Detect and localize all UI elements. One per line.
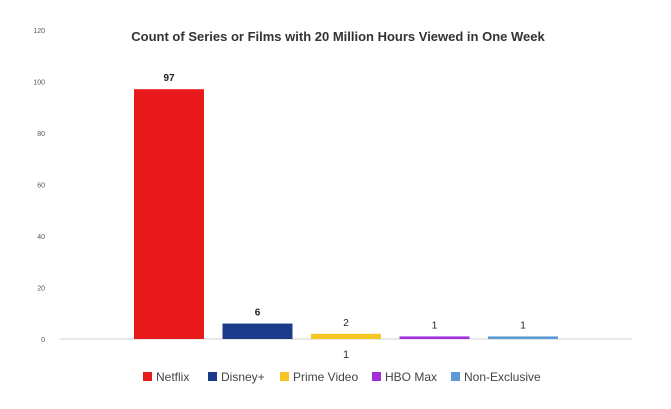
legend: Netflix Disney+ Prime Video HBO Max Non-Excl…: [143, 370, 541, 384]
legend-swatch: [143, 372, 152, 381]
bar-netflix: [134, 89, 204, 339]
legend-swatch: [208, 372, 217, 381]
legend-label: HBO Max: [385, 370, 437, 384]
data-label: 1: [520, 320, 526, 331]
y-tick-label: 20: [37, 286, 45, 293]
legend-swatch: [280, 372, 289, 381]
chart-title: Count of Series or Films with 20 Million…: [131, 29, 545, 44]
y-tick-label: 80: [37, 131, 45, 138]
data-label: 1: [432, 320, 438, 331]
legend-label: Netflix: [156, 370, 189, 384]
legend-swatch: [451, 372, 460, 381]
legend-item-hbo-max: HBO Max: [372, 370, 437, 384]
x-tick-label: 1: [343, 349, 349, 361]
legend-swatch: [372, 372, 381, 381]
data-label: 6: [255, 308, 261, 319]
legend-item-disney-: Disney+: [208, 370, 265, 384]
y-tick-label: 60: [37, 183, 45, 190]
y-axis: 0 20 40 60 80 100 120: [33, 28, 45, 344]
y-tick-label: 40: [37, 234, 45, 241]
x-axis: 1: [343, 349, 349, 361]
y-tick-label: 100: [33, 80, 45, 87]
data-label: 2: [343, 318, 349, 329]
legend-item-non-exclusive: Non-Exclusive: [451, 370, 541, 384]
data-labels: 97 6 2 1 1: [163, 73, 526, 331]
bar-disney-: [222, 323, 293, 339]
bar-non-exclusive: [488, 336, 558, 339]
y-tick-label: 0: [41, 337, 45, 344]
y-tick-label: 120: [33, 28, 45, 35]
legend-label: Prime Video: [293, 370, 358, 384]
legend-item-netflix: Netflix: [143, 370, 189, 384]
legend-label: Disney+: [221, 370, 265, 384]
bars: [134, 89, 558, 339]
data-label: 97: [163, 73, 175, 84]
legend-label: Non-Exclusive: [464, 370, 541, 384]
legend-item-prime-video: Prime Video: [280, 370, 358, 384]
bar-prime-video: [311, 333, 381, 339]
bar-hbo-max: [399, 336, 470, 339]
